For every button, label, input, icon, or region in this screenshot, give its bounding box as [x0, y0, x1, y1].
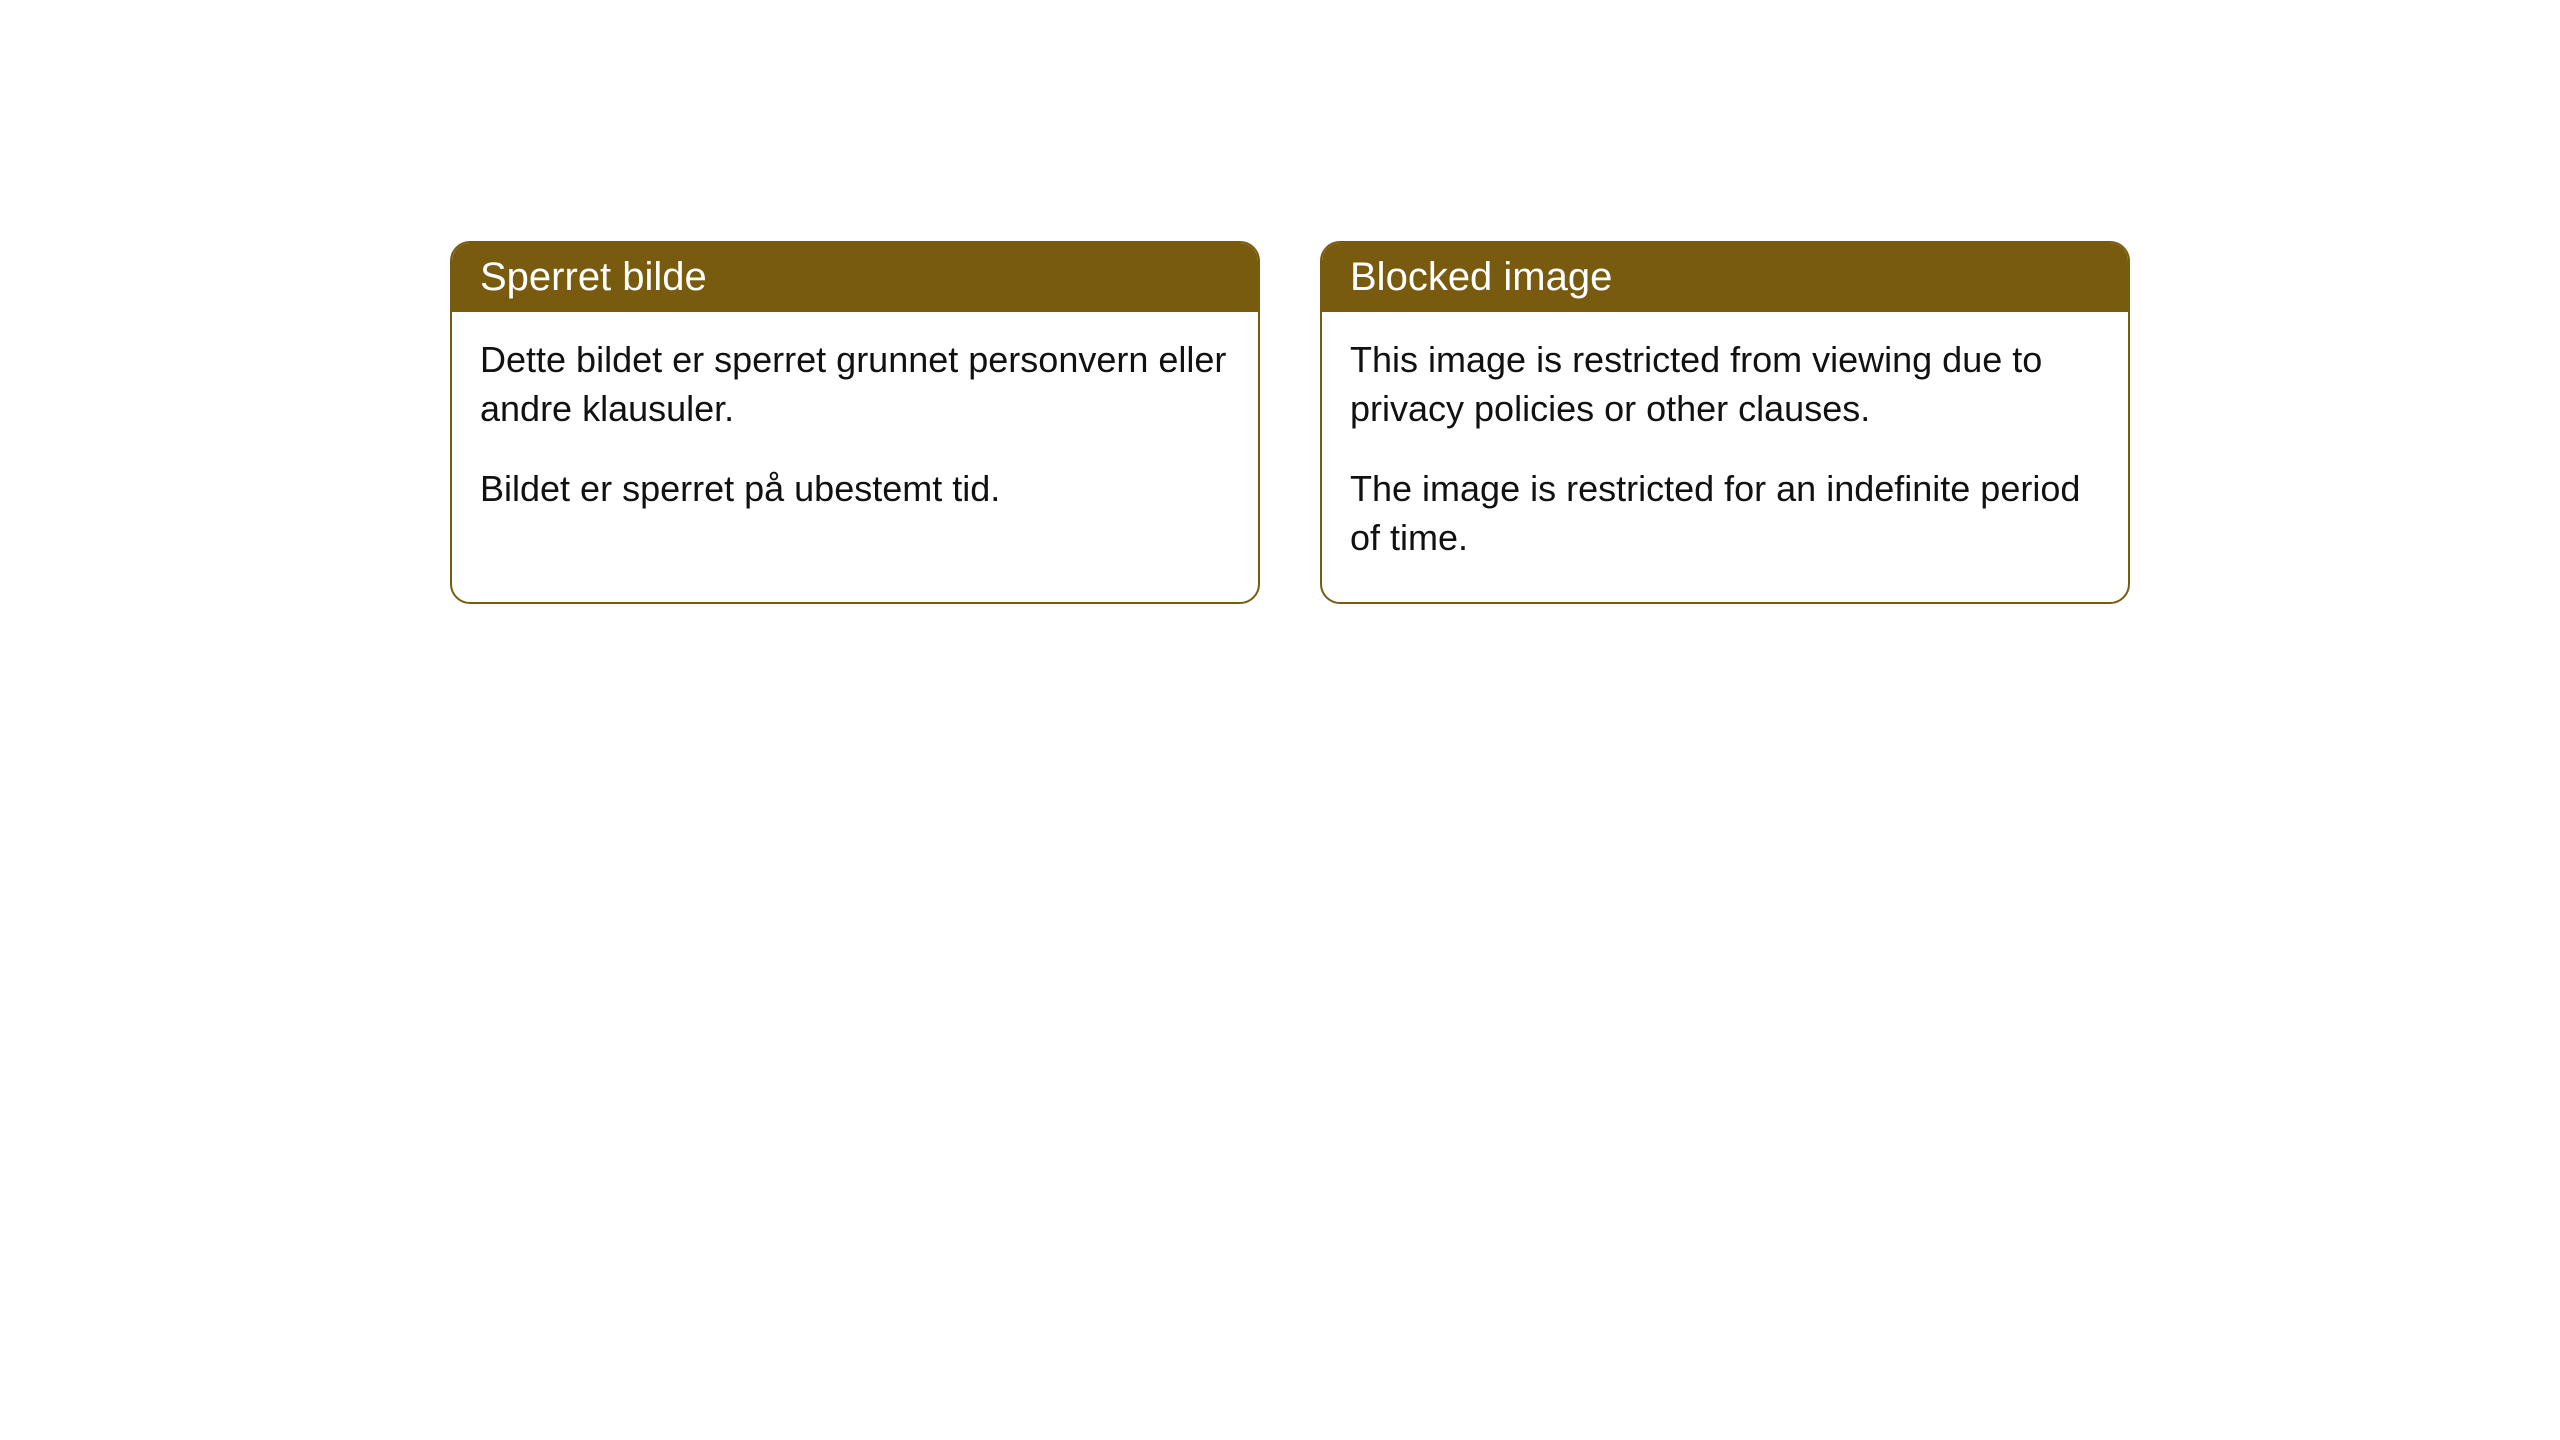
card-title: Sperret bilde: [480, 255, 707, 299]
card-paragraph: This image is restricted from viewing du…: [1350, 336, 2100, 433]
notice-cards-container: Sperret bilde Dette bildet er sperret gr…: [450, 241, 2130, 604]
card-header: Sperret bilde: [452, 243, 1258, 312]
card-header: Blocked image: [1322, 243, 2128, 312]
card-paragraph: Bildet er sperret på ubestemt tid.: [480, 465, 1230, 514]
notice-card-norwegian: Sperret bilde Dette bildet er sperret gr…: [450, 241, 1260, 604]
card-body: Dette bildet er sperret grunnet personve…: [452, 312, 1258, 554]
card-body: This image is restricted from viewing du…: [1322, 312, 2128, 602]
card-paragraph: The image is restricted for an indefinit…: [1350, 465, 2100, 562]
card-paragraph: Dette bildet er sperret grunnet personve…: [480, 336, 1230, 433]
notice-card-english: Blocked image This image is restricted f…: [1320, 241, 2130, 604]
card-title: Blocked image: [1350, 255, 1612, 299]
